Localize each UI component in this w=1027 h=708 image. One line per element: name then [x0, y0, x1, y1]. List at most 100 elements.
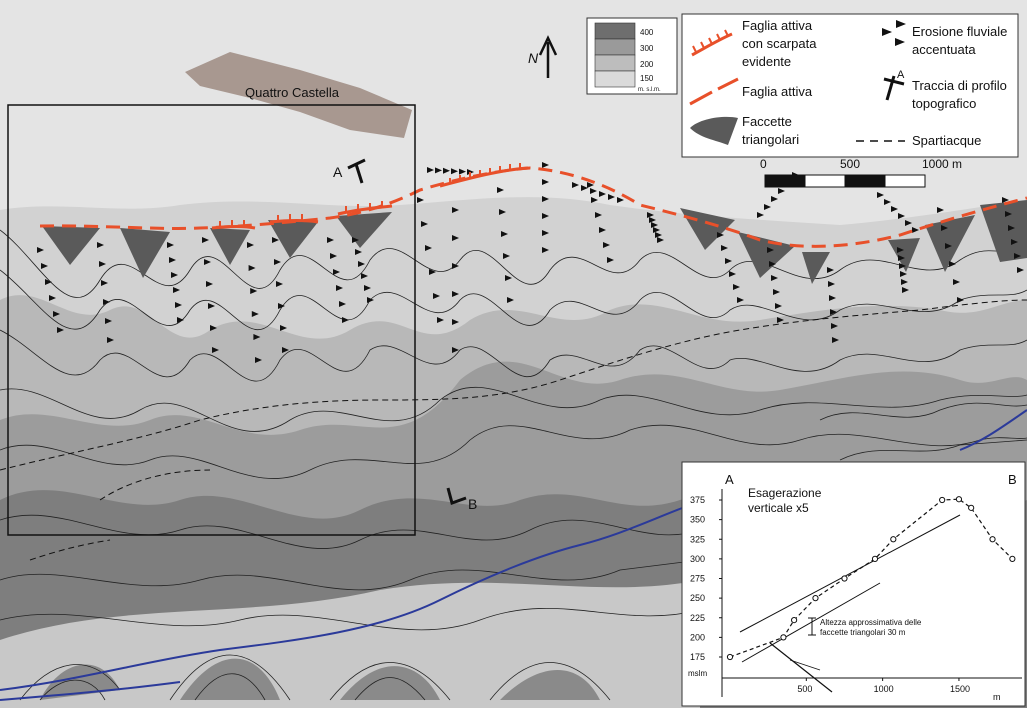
svg-text:triangolari: triangolari: [742, 132, 799, 147]
erosion-mark: [37, 247, 44, 253]
erosion-mark: [542, 213, 549, 219]
erosion-mark: [1008, 225, 1015, 231]
erosion-mark: [452, 291, 459, 297]
erosion-mark: [773, 289, 780, 295]
erosion-mark: [608, 194, 615, 200]
erosion-mark: [877, 192, 884, 198]
erosion-mark: [829, 295, 836, 301]
erosion-mark: [771, 275, 778, 281]
erosion-mark: [247, 242, 254, 248]
erosion-mark: [655, 232, 662, 238]
elevation-band-south-400: [40, 658, 600, 700]
elevation-band-south-150: [0, 580, 700, 708]
svg-text:faccette triangolari 30 m: faccette triangolari 30 m: [820, 628, 906, 637]
svg-text:B: B: [468, 496, 477, 512]
erosion-mark: [433, 293, 440, 299]
profile-x-tick-label: 1500: [950, 684, 970, 694]
erosion-mark: [417, 197, 424, 203]
profile-point: [812, 595, 819, 602]
profile-point: [791, 617, 798, 624]
erosion-mark: [769, 261, 776, 267]
erosion-mark: [830, 309, 837, 315]
svg-text:topografico: topografico: [912, 96, 976, 111]
svg-text:Esagerazione: Esagerazione: [748, 486, 822, 500]
erosion-mark: [342, 317, 349, 323]
erosion-mark: [957, 297, 964, 303]
erosion-mark: [97, 242, 104, 248]
erosion-mark: [49, 295, 56, 301]
erosion-mark: [253, 334, 261, 340]
active-faults: [39, 166, 1027, 248]
erosion-mark: [452, 319, 459, 325]
elevation-swatch-400: [594, 22, 636, 40]
erosion-mark: [599, 191, 606, 197]
erosion-mark: [827, 267, 834, 273]
svg-text:evidente: evidente: [742, 54, 791, 69]
svg-text:Altezza approssimativa delle: Altezza approssimativa delle: [820, 618, 922, 627]
erosion-mark: [169, 257, 176, 263]
erosion-mark: [421, 221, 428, 227]
erosion-mark: [900, 271, 907, 277]
erosion-mark: [891, 206, 898, 212]
erosion-mark: [1011, 239, 1018, 245]
scale-bar: 0 500 1000 m: [760, 157, 962, 188]
erosion-mark: [425, 245, 432, 251]
erosion-mark: [274, 259, 281, 265]
profile-y-tick-label: 200: [690, 632, 705, 642]
erosion-mark: [721, 245, 728, 251]
north-arrow: N: [528, 35, 558, 78]
erosion-mark: [902, 287, 909, 293]
svg-text:Erosione fluviale: Erosione fluviale: [912, 24, 1007, 39]
place-label: Quattro Castella: [245, 85, 340, 100]
erosion-mark: [330, 253, 337, 259]
profile-x-tick-label: 500: [797, 684, 812, 694]
profile-point: [939, 496, 946, 504]
erosion-mark: [175, 302, 182, 308]
profile-point: [1009, 555, 1016, 562]
erosion-mark: [542, 230, 549, 236]
erosion-mark: [452, 207, 459, 213]
erosion-mark: [767, 247, 774, 253]
erosion-mark: [1014, 253, 1021, 259]
svg-text:Faglia attiva: Faglia attiva: [742, 18, 813, 33]
erosion-mark: [107, 337, 114, 343]
erosion-mark: [352, 237, 359, 243]
erosion-mark: [171, 272, 178, 278]
erosion-mark: [542, 179, 549, 185]
erosion-mark: [831, 323, 838, 329]
fluvial-erosion-marks: [37, 162, 1024, 363]
erosion-mark: [57, 327, 64, 333]
contour-lines: [0, 229, 1027, 701]
erosion-mark: [775, 303, 782, 309]
svg-text:1000 m: 1000 m: [922, 157, 962, 171]
erosion-mark: [953, 279, 960, 285]
erosion-mark: [949, 261, 956, 267]
erosion-mark: [729, 271, 736, 277]
profile-y-tick-label: 375: [690, 495, 705, 505]
erosion-mark: [725, 258, 732, 264]
profile-point: [890, 536, 897, 543]
rivers: [0, 409, 1027, 701]
erosion-mark: [105, 318, 112, 324]
erosion-mark: [459, 168, 466, 175]
erosion-mark: [647, 212, 654, 218]
fault-scarp: [269, 219, 319, 224]
study-area-frame: [7, 104, 416, 536]
svg-text:B: B: [1008, 472, 1017, 487]
erosion-mark: [99, 261, 106, 267]
erosion-mark: [828, 281, 835, 287]
erosion-mark: [364, 285, 371, 291]
erosion-mark: [777, 317, 784, 323]
profile-point: [989, 536, 996, 543]
erosion-mark: [542, 196, 549, 202]
erosion-mark: [733, 284, 740, 290]
erosion-mark: [898, 213, 905, 219]
erosion-mark: [499, 209, 506, 215]
symbol-legend: Faglia attiva con scarpata evidente Fagl…: [681, 13, 1019, 158]
erosion-mark: [101, 280, 108, 286]
erosion-mark: [1005, 211, 1012, 217]
profile-point: [726, 653, 734, 661]
profile-point: [841, 575, 848, 582]
fault-scarp: [211, 225, 256, 230]
